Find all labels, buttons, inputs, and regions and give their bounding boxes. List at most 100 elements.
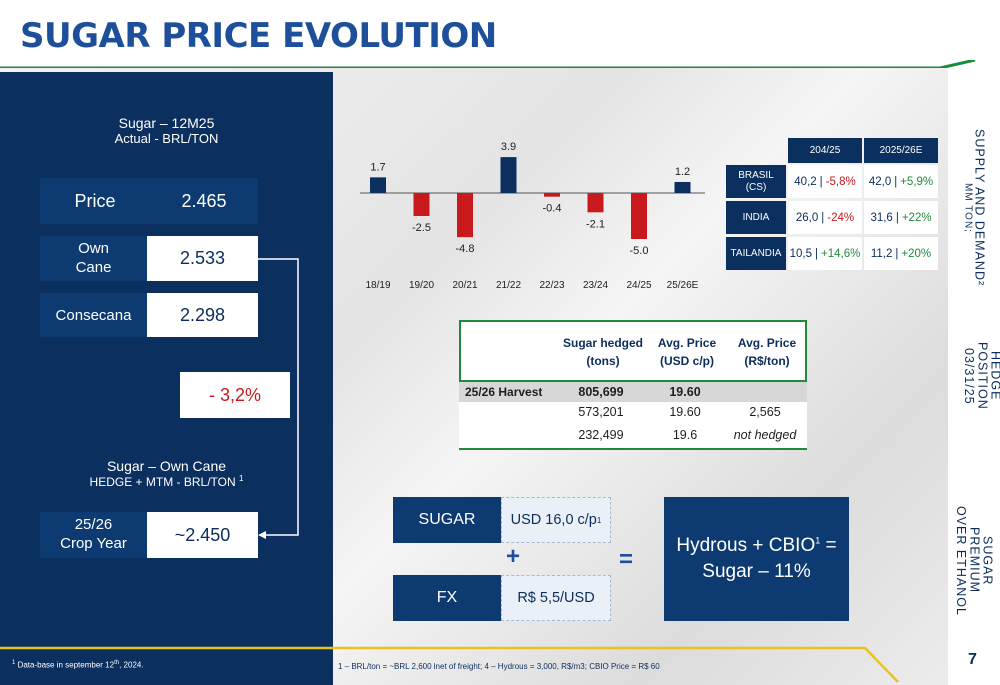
chart-category-label: 21/22 [496, 280, 521, 291]
page-title: SUGAR PRICE EVOLUTION [20, 16, 497, 56]
hedge-row-harvest-label: 25/26 Harvest [465, 385, 543, 399]
crop-year-line2: Crop Year [60, 535, 127, 552]
hedge-rows-detail: 573,201 19.60 2,565 232,499 19.6 not hed… [459, 402, 807, 450]
side-label-supply-l2: MM TON; [962, 182, 974, 233]
side-label-hedge-l2: 03/31/25 [962, 347, 977, 405]
left-footnote-sup: 1 [12, 660, 16, 666]
result-line1: Hydrous + CBIO1 = [676, 533, 836, 559]
price-label: Price [74, 190, 116, 211]
supply-row-c1: 40,2 | -5,8% [788, 165, 862, 198]
supply-row-label: BRASIL (CS) [726, 165, 786, 198]
page-number: 7 [968, 651, 977, 668]
side-label-premium-l1: SUGAR [980, 535, 995, 586]
side-label-premium-l3: OVER ETHANOL [954, 505, 969, 616]
left-footnote: 1 Data-base in september 12th, 2024. [12, 660, 144, 670]
hedge-header-line2: HEDGE + MTM - BRL/TON 1 [0, 474, 333, 489]
side-label-hedge: HEDGE POSITION 03/31/25 [962, 316, 1000, 436]
chart-value-label: -2.1 [586, 218, 605, 230]
bracket-connector [258, 258, 299, 539]
supply-value: 11,2 [870, 247, 893, 260]
supply-change: -5,8% [825, 175, 856, 188]
actual-header-line1: Sugar – 12M25 [118, 115, 215, 131]
chart-category-label: 20/21 [452, 280, 477, 291]
sugar-value-box: USD 16,0 c/p 1 [501, 497, 611, 543]
hedge-table-header: Sugar hedged (tons) Avg. Price (USD c/p)… [459, 320, 807, 382]
delta-badge: - 3,2% [180, 372, 290, 418]
supply-value: 31,6 [870, 211, 893, 224]
chart-category-label: 25/26E [667, 280, 699, 291]
chart-bar [500, 157, 517, 193]
side-label-supply-l1: SUPPLY AND DEMAND² [972, 128, 987, 287]
hedge-row-3-brl: not hedged [733, 428, 797, 442]
chart-category-label: 22/23 [539, 280, 564, 291]
sugar-value-sup: 1 [596, 515, 602, 525]
consecana-value: 2.298 [147, 293, 258, 337]
left-footnote-text: Data-base in september 12 [17, 660, 115, 670]
supply-separator: | [895, 211, 899, 224]
chart-bar [631, 193, 647, 239]
hedge-row-3-tons: 232,499 [578, 428, 624, 442]
hedge-header-brl-l1: Avg. Price [737, 336, 797, 350]
hedge-row-harvest-tons: 805,699 [578, 385, 624, 399]
supply-row-label-line1: BRASIL [738, 169, 774, 181]
supply-row-c2: 11,2 | +20% [864, 237, 938, 270]
crop-year-line1: 25/26 [74, 516, 113, 534]
supply-change: +20% [901, 247, 932, 260]
result-sup: 1 [815, 536, 821, 547]
chart-value-label: 1.7 [370, 161, 385, 173]
chart-bar [370, 177, 386, 193]
bottom-footnote: 1 – BRL/ton = ~BRL 2,600 lnet of freight… [338, 662, 660, 671]
hedge-header-usd-l2: (USD c/p) [660, 354, 714, 368]
own-cane-label-line2: Cane [75, 258, 112, 276]
supply-separator: | [815, 247, 819, 260]
supply-value: 42,0 [868, 175, 892, 188]
supply-row-label-line1: INDIA [742, 211, 770, 223]
side-label-premium: SUGAR PREMIUM OVER ETHANOL [954, 503, 995, 618]
chart-category-label: 23/24 [583, 280, 608, 291]
result-line1-a: Hydrous + CBIO [676, 535, 816, 557]
side-label-premium-l2: PREMIUM [967, 527, 982, 594]
left-footnote-th: th [114, 660, 120, 666]
supply-separator: | [895, 247, 899, 260]
supply-separator: | [894, 175, 898, 188]
hedge-header-usd-l1: Avg. Price [657, 336, 717, 350]
left-footnote-suffix: , 2024. [119, 660, 144, 670]
chart-bar [674, 181, 691, 193]
chart-category-label: 19/20 [409, 280, 434, 291]
chart-value-label: -5.0 [630, 245, 649, 257]
side-label-hedge-l1: HEDGE POSITION [975, 342, 1000, 410]
hedge-header-sup: 1 [239, 474, 244, 483]
equals-sign: = [618, 546, 633, 573]
consecana-label: Consecana [40, 293, 147, 337]
chart-bar [587, 193, 604, 213]
result-box: Hydrous + CBIO1 = Sugar – 11% [664, 497, 849, 621]
price-row: Price 2.465 [40, 178, 258, 224]
supply-row-c2: 42,0 | +5,9% [864, 165, 938, 198]
price-value: 2.465 [181, 190, 227, 211]
supply-change: +22% [901, 211, 932, 224]
side-label-supply: SUPPLY AND DEMAND² MM TON; [962, 120, 987, 295]
chart-category-label: 18/19 [365, 280, 390, 291]
supply-row-c1: 26,0 | -24% [788, 201, 862, 234]
own-cane-label: Own Cane [40, 236, 147, 281]
crop-year-value: ~2.450 [147, 512, 258, 558]
supply-row-c2: 31,6 | +22% [864, 201, 938, 234]
hedge-row-2-tons: 573,201 [578, 405, 624, 419]
own-cane-label-line1: Own [78, 239, 109, 257]
hedge-header-tons-l2: (tons) [586, 354, 620, 368]
supply-row-label-line1: TAILANDIA [730, 247, 782, 259]
chart-value-label: 1.2 [675, 166, 690, 178]
chart-value-label: -0.4 [543, 203, 562, 215]
result-line1-b: = [820, 535, 837, 557]
sugar-label-box: SUGAR [393, 497, 501, 543]
supply-change: -24% [827, 211, 855, 224]
hedge-header-tons: Sugar hedged (tons) [559, 334, 647, 370]
chart-value-label: -2.5 [412, 222, 431, 234]
hedge-row-3-usd: 19.6 [672, 428, 698, 442]
supply-row-c1: 10,5 | +14,6% [788, 237, 862, 270]
supply-header-2: 2025/26E [864, 138, 938, 163]
hedge-header-brl-l2: (R$/ton) [744, 354, 790, 368]
supply-change: +14,6% [821, 247, 861, 260]
fx-value-box: R$ 5,5/USD [501, 575, 611, 621]
result-line2: Sugar – 11% [702, 561, 811, 582]
